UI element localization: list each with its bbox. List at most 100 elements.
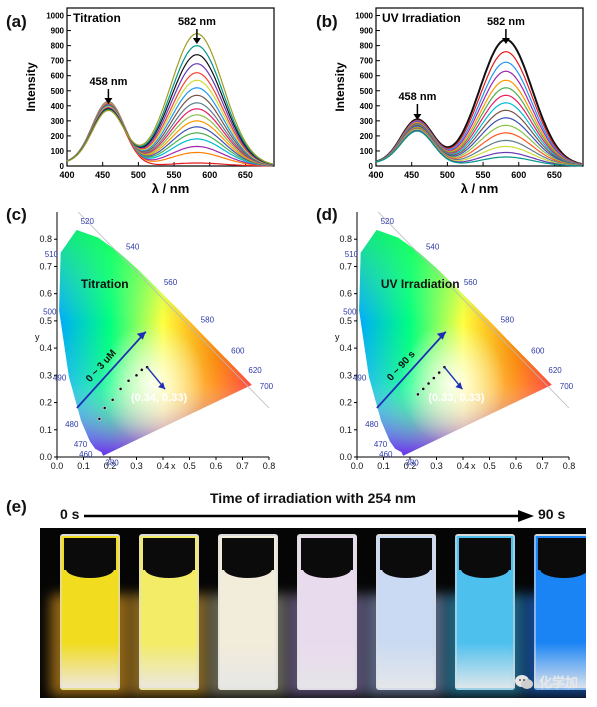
cuvette-meniscus: [382, 560, 430, 578]
wavelength-label: 700: [260, 382, 274, 391]
x-tick-label: 550: [476, 170, 491, 180]
cuvette: [50, 534, 130, 696]
y-tick-label: 100: [360, 147, 374, 156]
y-tick-label: 500: [360, 87, 374, 96]
wavelength-label: 470: [74, 440, 88, 449]
coord-arrowhead: [158, 382, 166, 390]
chromaticity-point: [426, 381, 431, 386]
cuvette-body: [376, 534, 436, 690]
chromaticity-point: [421, 387, 426, 391]
plot-frame: [66, 7, 275, 167]
wavelength-label: 500: [343, 308, 357, 317]
y-tick-label: 0.5: [39, 316, 52, 326]
y-tick-label: 300: [360, 117, 374, 126]
x-tick-label: 650: [238, 170, 253, 180]
panel-label-d: (d): [316, 205, 338, 224]
boundary-guide: [77, 211, 270, 409]
diagram-title: UV Irradiation: [381, 277, 460, 291]
chromaticity-point: [118, 387, 123, 391]
x-tick-label: 0.2: [104, 461, 117, 471]
y-tick-label: 100: [51, 147, 65, 156]
wavelength-label: 480: [65, 420, 79, 429]
cuvette: [287, 534, 367, 696]
y-tick-label: 700: [360, 57, 374, 66]
wavelength-label: 460: [379, 450, 393, 459]
x-tick-label: 0.5: [483, 461, 496, 471]
chromaticity-point: [134, 373, 139, 378]
y-tick-label: 600: [360, 72, 374, 81]
x-tick-label: 450: [404, 170, 419, 180]
y-tick-label: 0: [369, 162, 374, 171]
wavelength-label: 560: [464, 278, 478, 287]
cuvette-body: [218, 534, 278, 690]
x-tick-label: 0.0: [351, 461, 364, 471]
chart-title: Titration: [73, 11, 121, 25]
y-tick-label: 0.7: [339, 261, 352, 271]
cuvette: [208, 534, 288, 696]
cuvette-meniscus: [145, 560, 193, 578]
x-axis-label: λ / nm: [461, 181, 499, 196]
y-tick-label: 0.1: [339, 425, 352, 435]
series-line: [66, 32, 273, 165]
wavelength-label: 700: [560, 382, 574, 391]
y-tick-label: 0.5: [339, 316, 352, 326]
chromaticity-point: [432, 376, 436, 380]
wavelength-label: 620: [248, 366, 262, 375]
x-tick-label: 500: [131, 170, 146, 180]
x-tick-label: 400: [368, 170, 383, 180]
peak-label-458: 458 nm: [398, 91, 436, 103]
x-tick-label: 550: [167, 170, 182, 180]
x-tick-label: 0.7: [236, 461, 249, 471]
wavelength-label: 490: [353, 374, 367, 383]
x-tick-label: 0.3: [430, 461, 443, 471]
y-tick-label: 1000: [355, 12, 373, 21]
boundary-guide: [377, 211, 570, 409]
trend-arrowhead: [436, 331, 446, 340]
x-axis-label: x: [471, 461, 476, 471]
wavelength-label: 600: [531, 347, 545, 356]
x-tick-label: 450: [95, 170, 110, 180]
y-tick-label: 0.8: [39, 234, 52, 244]
y-tick-label: 0.2: [39, 398, 52, 408]
cuvette-meniscus: [461, 560, 509, 578]
panel-label-e: (e): [6, 497, 27, 516]
panel-label-c: (c): [6, 205, 27, 224]
x-tick-label: 0.8: [263, 461, 276, 471]
y-tick-label: 0.0: [39, 452, 52, 462]
panel-label-a: (a): [6, 12, 27, 31]
y-tick-label: 0.7: [39, 261, 52, 271]
chromaticity-point: [110, 397, 115, 402]
x-tick-label: 500: [440, 170, 455, 180]
wavelength-label: 580: [501, 315, 515, 324]
y-tick-label: 0.4: [339, 343, 352, 353]
x-tick-label: 650: [547, 170, 562, 180]
x-axis-label: λ / nm: [152, 181, 190, 196]
chromaticity-point: [126, 378, 131, 383]
cuvette: [366, 534, 446, 696]
y-tick-label: 200: [360, 132, 374, 141]
time-arrow: [84, 510, 534, 522]
peak-arrowhead-458: [413, 114, 422, 120]
wavelength-label: 470: [374, 440, 388, 449]
cuvette-meniscus: [66, 560, 114, 578]
x-tick-label: 0.2: [404, 461, 417, 471]
wavelength-label: 510: [45, 250, 59, 259]
wavelength-label: 380: [105, 459, 119, 468]
y-tick-label: 700: [51, 57, 65, 66]
x-tick-label: 0.1: [377, 461, 390, 471]
y-tick-label: 0.6: [39, 289, 52, 299]
wavelength-label: 460: [79, 450, 93, 459]
cuvette: [445, 534, 525, 696]
peak-label-458: 458 nm: [89, 76, 127, 88]
series-line: [375, 130, 582, 167]
y-tick-label: 0.8: [339, 234, 352, 244]
peak-arrowhead-458: [104, 98, 113, 104]
y-tick-label: 800: [51, 42, 65, 51]
peak-label-582: 582 nm: [178, 16, 216, 28]
y-tick-label: 600: [51, 72, 65, 81]
y-tick-label: 0.4: [39, 343, 52, 353]
chart-title: UV Irradiation: [382, 11, 461, 25]
cuvette-meniscus: [303, 560, 351, 578]
cuvette-meniscus: [224, 560, 272, 578]
trend-arrow: [76, 331, 147, 409]
